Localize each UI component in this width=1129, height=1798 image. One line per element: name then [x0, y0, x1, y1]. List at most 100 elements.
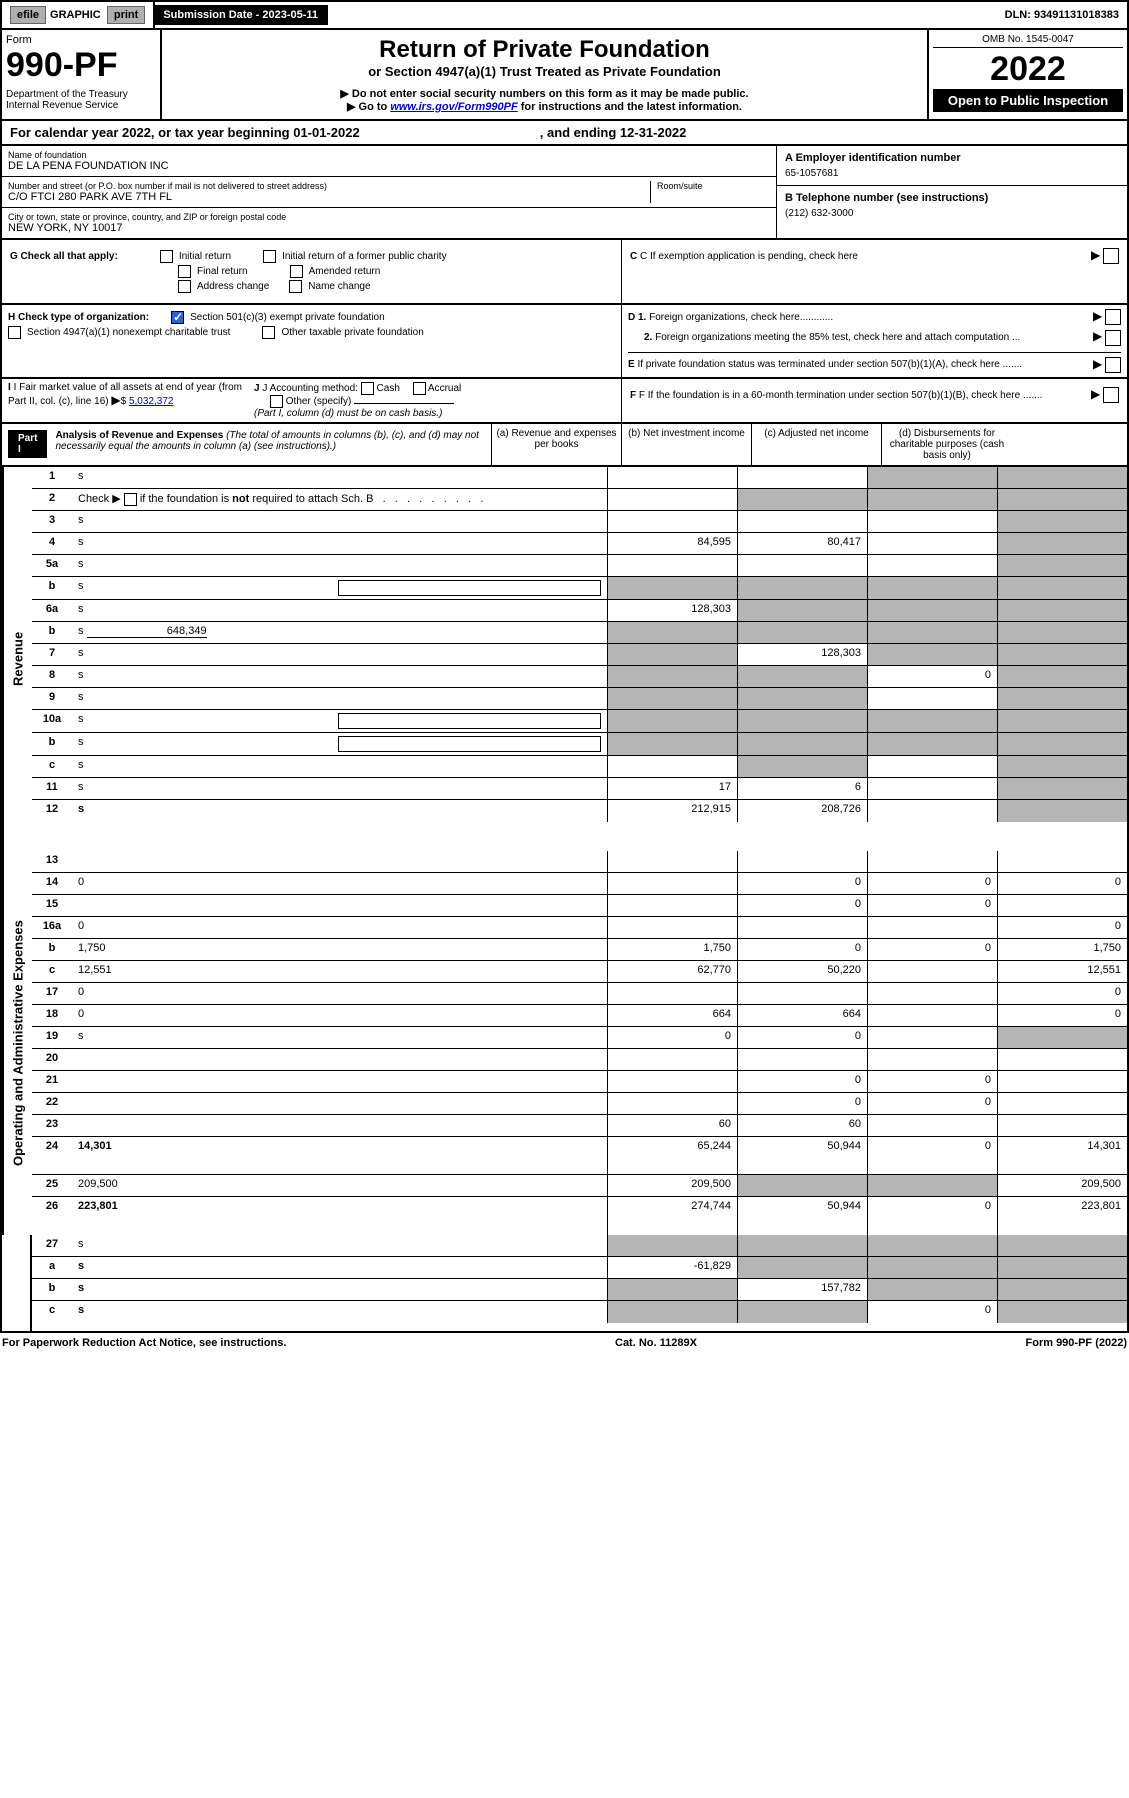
cell-value: [867, 778, 997, 799]
cell-shaded: [997, 800, 1127, 822]
cell-value: 1,750: [997, 939, 1127, 960]
line-number: 16a: [32, 917, 72, 938]
cell-shaded: [997, 489, 1127, 510]
cell-value: [867, 688, 997, 709]
cell-value: [997, 895, 1127, 916]
checkbox-cash[interactable]: [361, 382, 374, 395]
table-row: 3s: [32, 511, 1127, 533]
footer-left: For Paperwork Reduction Act Notice, see …: [2, 1337, 286, 1349]
line-desc: s: [72, 778, 607, 799]
cell-value: 128,303: [737, 644, 867, 665]
form-center: Return of Private Foundation or Section …: [162, 30, 927, 119]
cell-value: 274,744: [607, 1197, 737, 1235]
cell-value: [867, 1049, 997, 1070]
line-desc: 0: [72, 873, 607, 894]
d1-label: Foreign organizations, check here.......…: [649, 312, 833, 323]
opt-former: Initial return of a former public charit…: [282, 251, 447, 262]
fmv-link[interactable]: 5,032,372: [129, 396, 174, 407]
f-block: F F If the foundation is in a 60-month t…: [622, 379, 1127, 422]
h-line2: Section 4947(a)(1) nonexempt charitable …: [8, 326, 615, 339]
arrow-icon: ▶: [1093, 329, 1102, 343]
cell-shaded: [737, 622, 867, 643]
irs-label: Internal Revenue Service: [6, 100, 156, 111]
checkbox-d2[interactable]: [1105, 330, 1121, 346]
addr-value: C/O FTCI 280 PARK AVE 7TH FL: [8, 191, 650, 203]
line-desc: s: [72, 533, 607, 554]
checkbox-schb[interactable]: [124, 493, 137, 506]
print-button[interactable]: print: [107, 6, 145, 24]
checkbox-address[interactable]: [178, 280, 191, 293]
city-label: City or town, state or province, country…: [8, 212, 770, 222]
table-row: c12,55162,77050,22012,551: [32, 961, 1127, 983]
line-number: b: [32, 622, 72, 643]
cell-shaded: [997, 511, 1127, 532]
cell-shaded: [997, 1027, 1127, 1048]
cell-value: [607, 489, 737, 510]
cell-shaded: [867, 467, 997, 488]
cell-value: 0: [997, 983, 1127, 1004]
cell-value: 0: [997, 873, 1127, 894]
checkbox-501c3[interactable]: [171, 311, 184, 324]
line-desc: [72, 895, 607, 916]
part1-title: Analysis of Revenue and Expenses: [55, 430, 223, 441]
checkbox-f[interactable]: [1103, 387, 1119, 403]
cell-value: [867, 961, 997, 982]
line-desc: s: [72, 1257, 607, 1278]
cell-value: 0: [997, 917, 1127, 938]
line-desc: s: [72, 555, 607, 576]
line-number: 10a: [32, 710, 72, 732]
line-number: 7: [32, 644, 72, 665]
opt-final: Final return: [197, 266, 248, 277]
form-url-link[interactable]: www.irs.gov/Form990PF: [390, 101, 517, 113]
cell-value: 0: [867, 939, 997, 960]
cell-value: [737, 1049, 867, 1070]
line-number: 4: [32, 533, 72, 554]
checkbox-d1[interactable]: [1105, 309, 1121, 325]
arrow-icon: ▶: [1093, 357, 1102, 371]
table-row: 27s: [32, 1235, 1127, 1257]
checkbox-amended[interactable]: [290, 265, 303, 278]
checkbox-final[interactable]: [178, 265, 191, 278]
cell-shaded: [997, 600, 1127, 621]
h-d-row: H Check type of organization: Section 50…: [0, 305, 1129, 379]
cell-value: [867, 756, 997, 777]
opt-4947: Section 4947(a)(1) nonexempt charitable …: [27, 327, 230, 338]
line-desc: 223,801: [72, 1197, 607, 1235]
phone-label: B Telephone number (see instructions): [785, 192, 1119, 204]
cell-value: 208,726: [737, 800, 867, 822]
cal-end: , and ending 12-31-2022: [540, 125, 687, 140]
cell-value: [607, 851, 737, 872]
checkbox-initial-return[interactable]: [160, 250, 173, 263]
j-note: (Part I, column (d) must be on cash basi…: [254, 408, 442, 419]
footer-mid: Cat. No. 11289X: [615, 1337, 697, 1349]
graphic-label: GRAPHIC: [50, 9, 101, 21]
checkbox-other-method[interactable]: [270, 395, 283, 408]
line-desc: 209,500: [72, 1175, 607, 1196]
line-desc: s: [72, 1027, 607, 1048]
checkbox-name[interactable]: [289, 280, 302, 293]
line-number: 11: [32, 778, 72, 799]
checkbox-initial-former[interactable]: [263, 250, 276, 263]
analysis-table: Revenue1s2Check ▶ if the foundation is n…: [0, 467, 1129, 1333]
table-row: 2414,30165,24450,944014,301: [32, 1137, 1127, 1175]
room-label: Room/suite: [657, 181, 770, 191]
table-row: 19s00: [32, 1027, 1127, 1049]
line-desc: 0: [72, 983, 607, 1004]
city-value: NEW YORK, NY 10017: [8, 222, 770, 234]
table-row: 11s176: [32, 778, 1127, 800]
checkbox-c[interactable]: [1103, 248, 1119, 264]
name-label: Name of foundation: [8, 150, 770, 160]
checkbox-accrual[interactable]: [413, 382, 426, 395]
form-subtitle: or Section 4947(a)(1) Trust Treated as P…: [168, 64, 921, 79]
checkbox-e[interactable]: [1105, 357, 1121, 373]
checkbox-other-taxable[interactable]: [262, 326, 275, 339]
cell-value: 14,301: [997, 1137, 1127, 1174]
col-d-header: (d) Disbursements for charitable purpose…: [882, 424, 1012, 465]
cell-value: 17: [607, 778, 737, 799]
address-row: Number and street (or P.O. box number if…: [2, 177, 776, 208]
cell-value: [867, 800, 997, 822]
efile-button[interactable]: efile: [10, 6, 46, 24]
cell-value: 0: [867, 895, 997, 916]
checkbox-4947[interactable]: [8, 326, 21, 339]
cell-shaded: [867, 600, 997, 621]
